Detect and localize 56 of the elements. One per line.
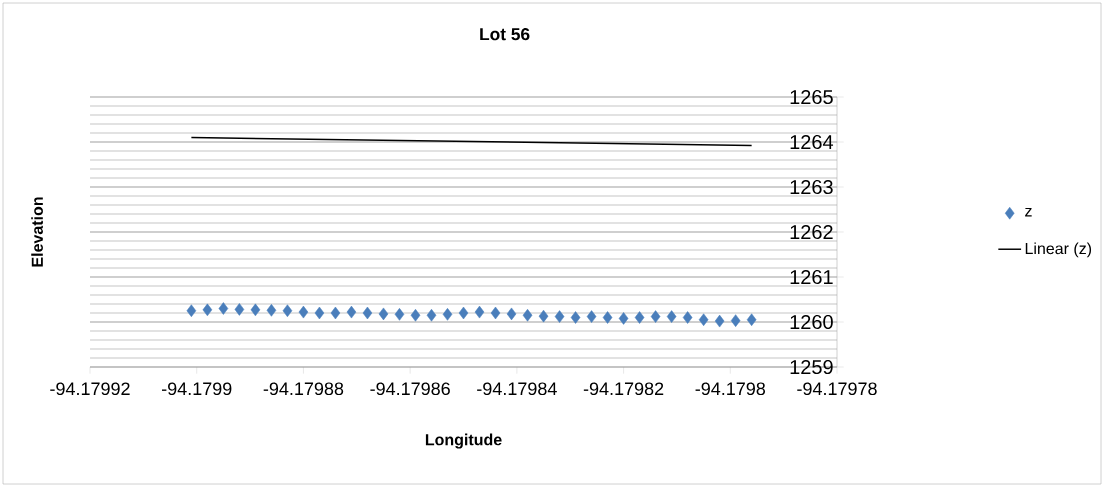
point bbox=[506, 307, 517, 321]
point bbox=[554, 310, 565, 323]
point bbox=[218, 302, 229, 315]
x-axis-title: Longitude bbox=[425, 433, 502, 449]
point bbox=[682, 311, 693, 324]
point bbox=[746, 313, 757, 327]
y-tick-label: 1264 bbox=[790, 134, 834, 150]
point bbox=[650, 310, 661, 323]
point bbox=[522, 308, 533, 322]
point bbox=[234, 303, 245, 316]
point bbox=[346, 305, 357, 319]
point bbox=[314, 306, 325, 320]
point bbox=[202, 303, 213, 317]
point bbox=[266, 304, 277, 317]
point bbox=[666, 310, 677, 323]
point bbox=[490, 306, 501, 320]
point bbox=[458, 306, 469, 320]
x-tick-label: -94.17986 bbox=[370, 382, 450, 396]
point bbox=[298, 305, 309, 319]
x-tick-label: -94.17982 bbox=[583, 382, 664, 396]
point bbox=[634, 311, 645, 324]
y-tick-label: 1265 bbox=[790, 89, 833, 105]
point bbox=[394, 308, 405, 321]
legend-label: z bbox=[1025, 207, 1032, 217]
x-tick-label: -94.17992 bbox=[50, 382, 130, 396]
point bbox=[186, 304, 197, 318]
y-tick-label: 1260 bbox=[790, 314, 833, 330]
point bbox=[618, 312, 629, 325]
point bbox=[698, 313, 709, 327]
point bbox=[730, 314, 741, 327]
point bbox=[426, 308, 437, 322]
y-axis-title: Elevation bbox=[31, 197, 43, 267]
x-tick-label: -94.1799 bbox=[161, 382, 232, 396]
legend-label: Linear (z) bbox=[1025, 242, 1092, 258]
point bbox=[330, 306, 341, 320]
x-tick-label: -94.17978 bbox=[797, 382, 877, 396]
y-tick-label: 1263 bbox=[790, 179, 833, 195]
point bbox=[570, 311, 581, 324]
point bbox=[378, 307, 389, 321]
point bbox=[538, 309, 549, 323]
y-tick-label: 1259 bbox=[790, 359, 833, 375]
point bbox=[250, 303, 261, 317]
point bbox=[474, 305, 485, 319]
point bbox=[362, 306, 373, 320]
point bbox=[282, 304, 293, 318]
point bbox=[586, 310, 597, 323]
point bbox=[602, 311, 613, 324]
y-tick-label: 1261 bbox=[790, 269, 833, 285]
chart-title: Lot 56 bbox=[480, 28, 530, 41]
y-tick-label: 1262 bbox=[790, 224, 833, 240]
point bbox=[714, 314, 725, 328]
x-tick-label: -94.1798 bbox=[695, 382, 766, 396]
x-tick-label: -94.17988 bbox=[263, 382, 344, 396]
x-tick-label: -94.17984 bbox=[477, 382, 557, 396]
point bbox=[410, 308, 421, 322]
point bbox=[442, 308, 453, 321]
